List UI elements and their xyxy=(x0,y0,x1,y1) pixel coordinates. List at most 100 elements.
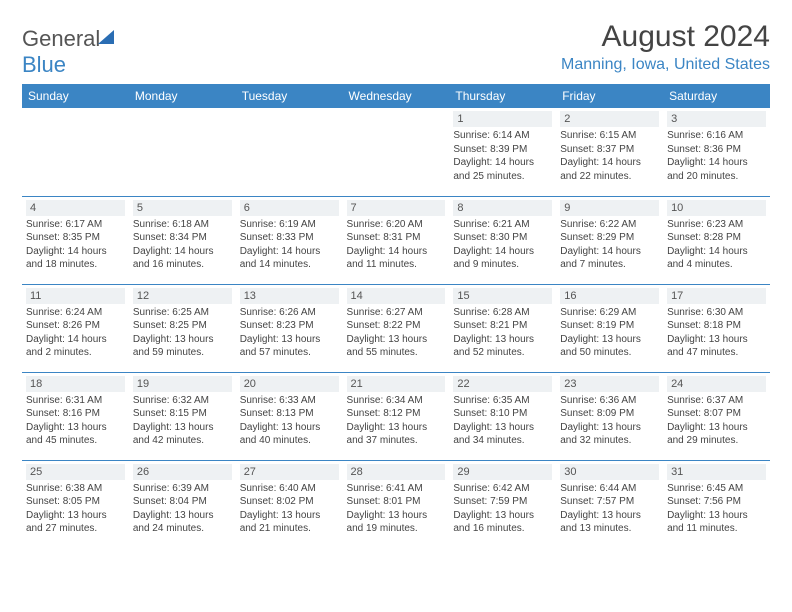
sunrise-line: Sunrise: 6:15 AM xyxy=(560,129,659,143)
calendar-day-cell: 16Sunrise: 6:29 AMSunset: 8:19 PMDayligh… xyxy=(556,284,663,372)
calendar-day-cell: 10Sunrise: 6:23 AMSunset: 8:28 PMDayligh… xyxy=(663,196,770,284)
daylight-line: Daylight: 14 hours and 7 minutes. xyxy=(560,245,659,272)
sunrise-line: Sunrise: 6:30 AM xyxy=(667,306,766,320)
day-number: 5 xyxy=(133,200,232,216)
sunset-line: Sunset: 8:16 PM xyxy=(26,407,125,421)
day-number: 7 xyxy=(347,200,446,216)
sunset-line: Sunset: 8:23 PM xyxy=(240,319,339,333)
day-number: 6 xyxy=(240,200,339,216)
daylight-line: Daylight: 14 hours and 2 minutes. xyxy=(26,333,125,360)
day-number: 3 xyxy=(667,111,766,127)
sunrise-line: Sunrise: 6:26 AM xyxy=(240,306,339,320)
daylight-line: Daylight: 13 hours and 16 minutes. xyxy=(453,509,552,536)
calendar-day-cell xyxy=(22,108,129,196)
day-number: 13 xyxy=(240,288,339,304)
sunset-line: Sunset: 8:04 PM xyxy=(133,495,232,509)
daylight-line: Daylight: 14 hours and 18 minutes. xyxy=(26,245,125,272)
calendar-day-cell: 17Sunrise: 6:30 AMSunset: 8:18 PMDayligh… xyxy=(663,284,770,372)
daylight-line: Daylight: 13 hours and 57 minutes. xyxy=(240,333,339,360)
sunset-line: Sunset: 8:22 PM xyxy=(347,319,446,333)
day-number: 1 xyxy=(453,111,552,127)
logo-text: General Blue xyxy=(22,26,114,78)
day-number: 23 xyxy=(560,376,659,392)
day-number: 9 xyxy=(560,200,659,216)
day-number: 11 xyxy=(26,288,125,304)
daylight-line: Daylight: 14 hours and 20 minutes. xyxy=(667,156,766,183)
daylight-line: Daylight: 14 hours and 4 minutes. xyxy=(667,245,766,272)
calendar-day-cell: 26Sunrise: 6:39 AMSunset: 8:04 PMDayligh… xyxy=(129,460,236,548)
sunset-line: Sunset: 8:18 PM xyxy=(667,319,766,333)
sunrise-line: Sunrise: 6:19 AM xyxy=(240,218,339,232)
calendar-week-row: 1Sunrise: 6:14 AMSunset: 8:39 PMDaylight… xyxy=(22,108,770,196)
sunset-line: Sunset: 8:37 PM xyxy=(560,143,659,157)
sunset-line: Sunset: 7:57 PM xyxy=(560,495,659,509)
calendar-day-cell: 29Sunrise: 6:42 AMSunset: 7:59 PMDayligh… xyxy=(449,460,556,548)
sunset-line: Sunset: 7:59 PM xyxy=(453,495,552,509)
daylight-line: Daylight: 14 hours and 22 minutes. xyxy=(560,156,659,183)
day-number: 4 xyxy=(26,200,125,216)
sunrise-line: Sunrise: 6:21 AM xyxy=(453,218,552,232)
sunrise-line: Sunrise: 6:23 AM xyxy=(667,218,766,232)
daylight-line: Daylight: 13 hours and 29 minutes. xyxy=(667,421,766,448)
calendar-day-cell: 23Sunrise: 6:36 AMSunset: 8:09 PMDayligh… xyxy=(556,372,663,460)
sunrise-line: Sunrise: 6:38 AM xyxy=(26,482,125,496)
sunset-line: Sunset: 8:30 PM xyxy=(453,231,552,245)
calendar-day-cell xyxy=(236,108,343,196)
calendar-day-cell: 22Sunrise: 6:35 AMSunset: 8:10 PMDayligh… xyxy=(449,372,556,460)
sunset-line: Sunset: 8:10 PM xyxy=(453,407,552,421)
day-number: 2 xyxy=(560,111,659,127)
day-number: 14 xyxy=(347,288,446,304)
weekday-header: Tuesday xyxy=(236,84,343,108)
sunrise-line: Sunrise: 6:18 AM xyxy=(133,218,232,232)
day-number: 30 xyxy=(560,464,659,480)
sunrise-line: Sunrise: 6:17 AM xyxy=(26,218,125,232)
sunset-line: Sunset: 8:31 PM xyxy=(347,231,446,245)
sunset-line: Sunset: 8:29 PM xyxy=(560,231,659,245)
daylight-line: Daylight: 13 hours and 11 minutes. xyxy=(667,509,766,536)
calendar-day-cell: 7Sunrise: 6:20 AMSunset: 8:31 PMDaylight… xyxy=(343,196,450,284)
page-title: August 2024 xyxy=(561,20,770,54)
sunset-line: Sunset: 7:56 PM xyxy=(667,495,766,509)
daylight-line: Daylight: 14 hours and 16 minutes. xyxy=(133,245,232,272)
sunset-line: Sunset: 8:39 PM xyxy=(453,143,552,157)
sunset-line: Sunset: 8:28 PM xyxy=(667,231,766,245)
sunrise-line: Sunrise: 6:35 AM xyxy=(453,394,552,408)
location-label: Manning, Iowa, United States xyxy=(561,56,770,74)
calendar-day-cell: 20Sunrise: 6:33 AMSunset: 8:13 PMDayligh… xyxy=(236,372,343,460)
day-number: 31 xyxy=(667,464,766,480)
sunset-line: Sunset: 8:19 PM xyxy=(560,319,659,333)
sunset-line: Sunset: 8:07 PM xyxy=(667,407,766,421)
day-number: 24 xyxy=(667,376,766,392)
daylight-line: Daylight: 13 hours and 45 minutes. xyxy=(26,421,125,448)
sunrise-line: Sunrise: 6:22 AM xyxy=(560,218,659,232)
sunrise-line: Sunrise: 6:33 AM xyxy=(240,394,339,408)
sunrise-line: Sunrise: 6:39 AM xyxy=(133,482,232,496)
calendar-day-cell: 25Sunrise: 6:38 AMSunset: 8:05 PMDayligh… xyxy=(22,460,129,548)
daylight-line: Daylight: 13 hours and 50 minutes. xyxy=(560,333,659,360)
daylight-line: Daylight: 13 hours and 34 minutes. xyxy=(453,421,552,448)
calendar-day-cell: 14Sunrise: 6:27 AMSunset: 8:22 PMDayligh… xyxy=(343,284,450,372)
calendar-day-cell: 1Sunrise: 6:14 AMSunset: 8:39 PMDaylight… xyxy=(449,108,556,196)
calendar-day-cell xyxy=(129,108,236,196)
sunset-line: Sunset: 8:26 PM xyxy=(26,319,125,333)
daylight-line: Daylight: 13 hours and 21 minutes. xyxy=(240,509,339,536)
daylight-line: Daylight: 13 hours and 59 minutes. xyxy=(133,333,232,360)
daylight-line: Daylight: 13 hours and 52 minutes. xyxy=(453,333,552,360)
sunrise-line: Sunrise: 6:40 AM xyxy=(240,482,339,496)
day-number: 27 xyxy=(240,464,339,480)
sunrise-line: Sunrise: 6:31 AM xyxy=(26,394,125,408)
calendar-day-cell: 11 Sunrise: 6:24 AMSunset: 8:26 PMDayligh… xyxy=(22,284,129,372)
title-block: August 2024 Manning, Iowa, United States xyxy=(561,20,770,74)
calendar-day-cell: 30Sunrise: 6:44 AMSunset: 7:57 PMDayligh… xyxy=(556,460,663,548)
day-number: 26 xyxy=(133,464,232,480)
calendar-week-row: 25Sunrise: 6:38 AMSunset: 8:05 PMDayligh… xyxy=(22,460,770,548)
sunset-line: Sunset: 8:36 PM xyxy=(667,143,766,157)
calendar-week-row: 4Sunrise: 6:17 AMSunset: 8:35 PMDaylight… xyxy=(22,196,770,284)
day-number: 18 xyxy=(26,376,125,392)
day-number: 8 xyxy=(453,200,552,216)
daylight-line: Daylight: 13 hours and 27 minutes. xyxy=(26,509,125,536)
calendar-day-cell: 5Sunrise: 6:18 AMSunset: 8:34 PMDaylight… xyxy=(129,196,236,284)
sunrise-line: Sunrise: 6:24 AM xyxy=(26,306,125,320)
sunset-line: Sunset: 8:02 PM xyxy=(240,495,339,509)
sunrise-line: Sunrise: 6:37 AM xyxy=(667,394,766,408)
